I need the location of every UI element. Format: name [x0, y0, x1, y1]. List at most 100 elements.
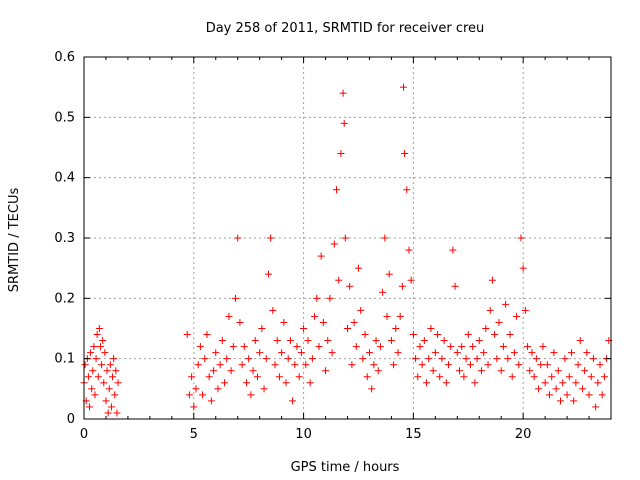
data-point [493, 355, 501, 363]
data-point [212, 349, 220, 357]
data-point [592, 403, 600, 411]
data-point [600, 373, 608, 381]
data-point [466, 361, 474, 369]
data-point [504, 355, 512, 363]
data-point [240, 343, 248, 351]
data-point [275, 373, 283, 381]
data-point [574, 361, 582, 369]
data-point [442, 379, 450, 387]
data-point [390, 361, 398, 369]
data-point [453, 349, 461, 357]
data-point [445, 361, 453, 369]
data-point [517, 234, 525, 242]
data-point [409, 331, 417, 339]
data-point [104, 409, 112, 417]
data-point [451, 282, 459, 290]
axis-ticks: 0 5 10 15 20 0 0.1 0.2 0.3 0.4 0.5 0.6 [54, 50, 611, 442]
data-point [203, 331, 211, 339]
data-point [107, 403, 115, 411]
data-point [376, 343, 384, 351]
data-point [594, 379, 602, 387]
data-point [475, 337, 483, 345]
data-point [214, 385, 222, 393]
data-point [552, 385, 560, 393]
data-point [87, 349, 95, 357]
data-point [190, 403, 198, 411]
data-point [535, 385, 543, 393]
data-point [192, 385, 200, 393]
data-point [221, 379, 229, 387]
data-point [581, 367, 589, 375]
data-point [223, 355, 231, 363]
data-point [519, 264, 527, 272]
data-point [339, 89, 347, 97]
data-point [291, 361, 299, 369]
data-point [238, 361, 246, 369]
data-point [236, 318, 244, 326]
data-point [477, 367, 485, 375]
y-axis-label: SRMTID / TECUs [7, 188, 22, 293]
data-point [88, 385, 96, 393]
data-points [80, 83, 613, 417]
data-point [521, 306, 529, 314]
data-point [253, 373, 261, 381]
data-point [317, 252, 325, 260]
data-point [524, 343, 532, 351]
data-point [227, 367, 235, 375]
data-point [374, 367, 382, 375]
data-point [589, 355, 597, 363]
data-point [578, 385, 586, 393]
data-point [455, 367, 463, 375]
data-point [109, 373, 117, 381]
data-point [85, 403, 93, 411]
data-point [304, 337, 312, 345]
data-point [311, 312, 319, 320]
data-point [341, 234, 349, 242]
data-point [596, 361, 604, 369]
data-point [436, 373, 444, 381]
data-point [464, 331, 472, 339]
data-point [361, 331, 369, 339]
data-point [572, 379, 580, 387]
data-point [383, 312, 391, 320]
data-point [548, 373, 556, 381]
data-point [218, 337, 226, 345]
data-point [264, 270, 272, 278]
data-point [315, 343, 323, 351]
data-point [297, 349, 305, 357]
data-point [251, 337, 259, 345]
data-point [482, 325, 490, 332]
data-point [352, 343, 360, 351]
data-point [539, 343, 547, 351]
data-point [556, 397, 564, 405]
data-point [425, 355, 433, 363]
data-point [486, 306, 494, 314]
y-tick-label: 0 [67, 412, 75, 427]
data-point [412, 355, 420, 363]
data-point [399, 83, 407, 91]
data-point [423, 379, 431, 387]
data-point [90, 343, 98, 351]
data-point [94, 373, 102, 381]
data-point [322, 367, 330, 375]
data-point [372, 337, 380, 345]
data-point [499, 343, 507, 351]
data-point [530, 373, 538, 381]
data-point [302, 361, 310, 369]
data-point [354, 264, 362, 272]
data-point [286, 337, 294, 345]
data-point [368, 385, 376, 393]
data-point [449, 246, 457, 254]
data-point [196, 343, 204, 351]
data-point [188, 373, 196, 381]
data-point [414, 373, 422, 381]
data-point [526, 367, 534, 375]
data-point [561, 355, 569, 363]
data-point [537, 361, 545, 369]
data-point [340, 119, 348, 127]
data-point [583, 349, 591, 357]
y-tick-label: 0.5 [54, 110, 75, 125]
data-point [101, 349, 109, 357]
data-point [89, 367, 97, 375]
data-point [106, 361, 114, 369]
